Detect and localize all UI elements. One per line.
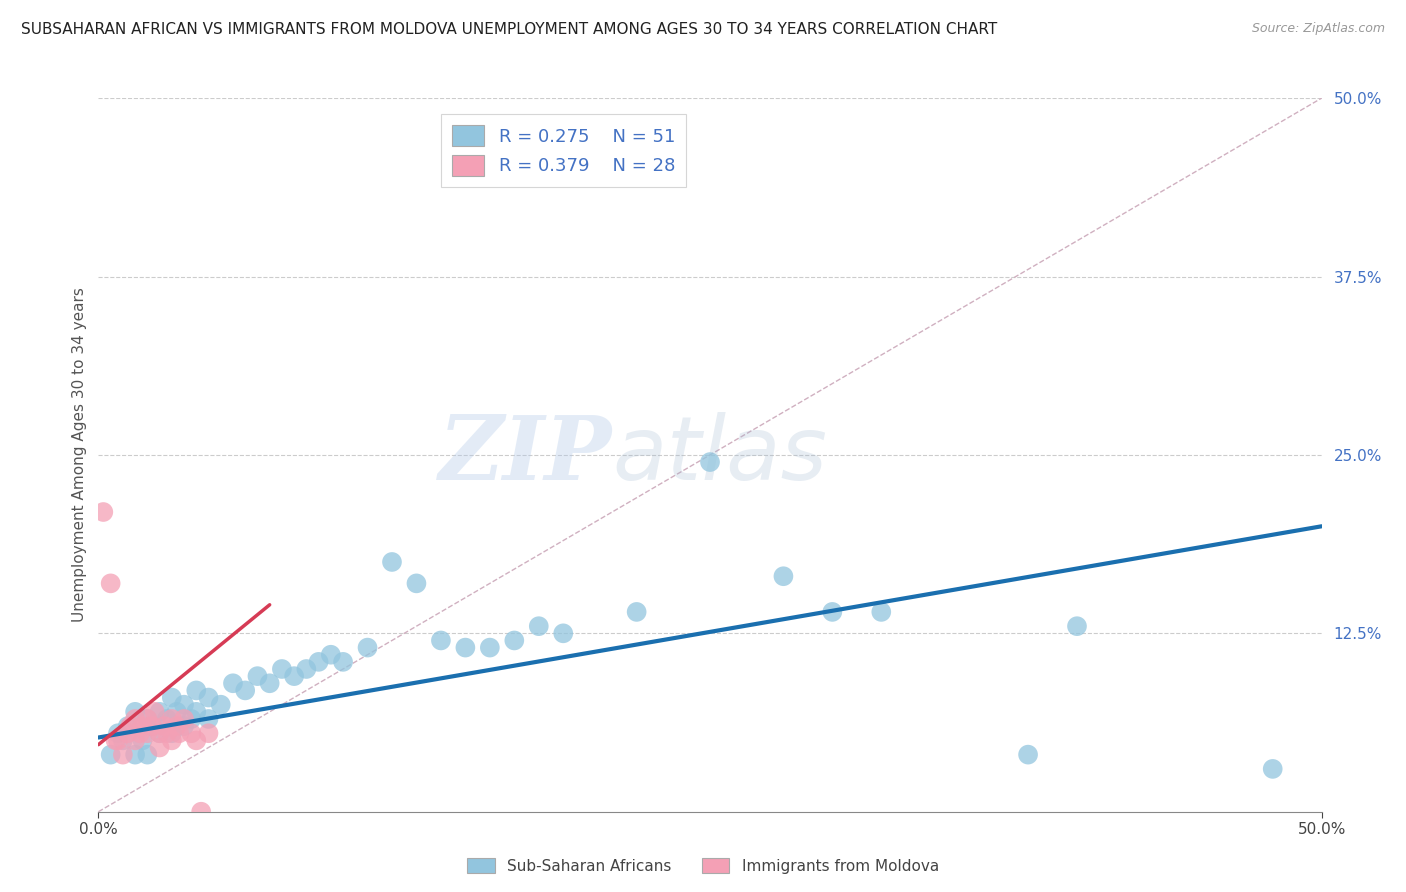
Point <box>124 712 146 726</box>
Point <box>91 505 114 519</box>
Point <box>149 726 172 740</box>
Point <box>190 805 212 819</box>
Point <box>308 655 330 669</box>
Point <box>100 747 122 762</box>
Point <box>173 719 195 733</box>
Point <box>332 655 354 669</box>
Point <box>503 633 526 648</box>
Point <box>259 676 281 690</box>
Point <box>405 576 427 591</box>
Point <box>173 712 195 726</box>
Point <box>430 633 453 648</box>
Point <box>100 576 122 591</box>
Point <box>1017 747 1039 762</box>
Point <box>143 705 166 719</box>
Point <box>454 640 477 655</box>
Point <box>186 683 208 698</box>
Point <box>149 726 172 740</box>
Point <box>131 719 153 733</box>
Point <box>160 712 183 726</box>
Point <box>160 690 183 705</box>
Text: ZIP: ZIP <box>439 412 612 498</box>
Y-axis label: Unemployment Among Ages 30 to 34 years: Unemployment Among Ages 30 to 34 years <box>72 287 87 623</box>
Point <box>136 747 159 762</box>
Text: Source: ZipAtlas.com: Source: ZipAtlas.com <box>1251 22 1385 36</box>
Point <box>120 719 142 733</box>
Point <box>246 669 269 683</box>
Point <box>381 555 404 569</box>
Text: atlas: atlas <box>612 412 827 498</box>
Point <box>197 690 219 705</box>
Point <box>180 712 202 726</box>
Point <box>136 712 159 726</box>
Point <box>107 726 129 740</box>
Point <box>626 605 648 619</box>
Point <box>222 676 245 690</box>
Point <box>117 726 139 740</box>
Legend: Sub-Saharan Africans, Immigrants from Moldova: Sub-Saharan Africans, Immigrants from Mo… <box>461 852 945 880</box>
Point <box>166 705 188 719</box>
Point <box>160 733 183 747</box>
Point <box>186 705 208 719</box>
Point <box>356 640 378 655</box>
Point <box>821 605 844 619</box>
Point <box>167 726 190 740</box>
Point <box>124 733 146 747</box>
Point <box>111 733 134 747</box>
Point <box>233 683 256 698</box>
Point <box>166 719 188 733</box>
Point <box>149 705 172 719</box>
Point <box>699 455 721 469</box>
Point <box>772 569 794 583</box>
Point <box>111 747 134 762</box>
Point <box>870 605 893 619</box>
Text: SUBSAHARAN AFRICAN VS IMMIGRANTS FROM MOLDOVA UNEMPLOYMENT AMONG AGES 30 TO 34 Y: SUBSAHARAN AFRICAN VS IMMIGRANTS FROM MO… <box>21 22 997 37</box>
Point <box>197 726 219 740</box>
Point <box>1261 762 1284 776</box>
Point <box>173 698 195 712</box>
Point <box>1066 619 1088 633</box>
Point <box>141 719 163 733</box>
Point <box>319 648 342 662</box>
Point <box>124 747 146 762</box>
Point <box>197 712 219 726</box>
Point <box>141 719 163 733</box>
Point <box>136 726 159 740</box>
Point <box>153 719 176 733</box>
Point <box>104 733 127 747</box>
Point <box>149 740 172 755</box>
Point <box>180 726 202 740</box>
Point <box>136 712 159 726</box>
Point <box>478 640 501 655</box>
Point <box>527 619 550 633</box>
Point <box>107 733 129 747</box>
Point <box>270 662 294 676</box>
Point <box>186 733 208 747</box>
Point <box>117 719 139 733</box>
Point <box>156 712 179 726</box>
Point <box>295 662 318 676</box>
Point <box>156 726 179 740</box>
Point <box>124 705 146 719</box>
Point <box>283 669 305 683</box>
Point <box>209 698 232 712</box>
Point <box>131 733 153 747</box>
Point <box>129 726 152 740</box>
Legend: R = 0.275    N = 51, R = 0.379    N = 28: R = 0.275 N = 51, R = 0.379 N = 28 <box>440 114 686 186</box>
Point <box>160 726 183 740</box>
Point <box>553 626 575 640</box>
